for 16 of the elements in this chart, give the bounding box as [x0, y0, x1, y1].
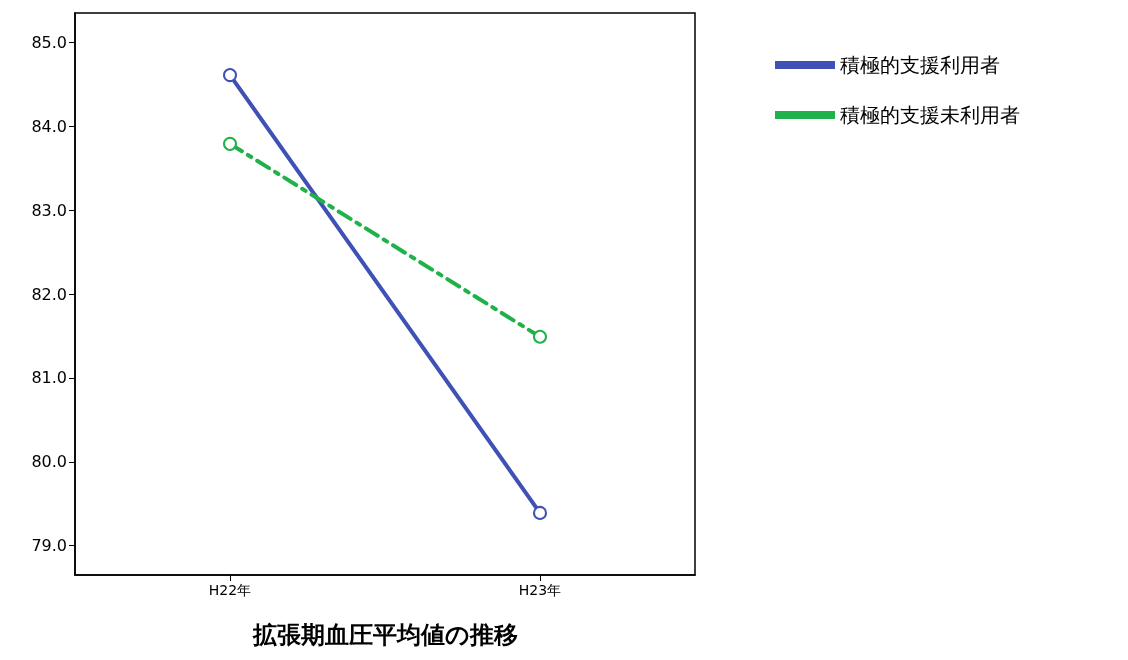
y-tick-label: 80.0 — [31, 452, 67, 472]
y-tick-label: 79.0 — [31, 536, 67, 556]
y-tick-label: 82.0 — [31, 284, 67, 304]
legend-label: 積極的支援利用者 — [840, 53, 1000, 77]
point — [223, 136, 237, 151]
point — [533, 505, 547, 520]
y-tick-label: 85.0 — [31, 32, 67, 52]
x-tick-label: H22年 — [208, 582, 252, 598]
point — [533, 329, 547, 344]
point — [223, 68, 237, 83]
legend-label: 積極的支援未利用者 — [840, 103, 1020, 127]
y-tick-label: 83.0 — [31, 200, 67, 220]
x-tick-label: H23年 — [518, 582, 562, 598]
y-tick-label: 84.0 — [31, 116, 67, 136]
y-tick-label: 81.0 — [31, 368, 67, 388]
x-axis-title: 拡張期血圧平均値の推移 — [251, 621, 518, 649]
